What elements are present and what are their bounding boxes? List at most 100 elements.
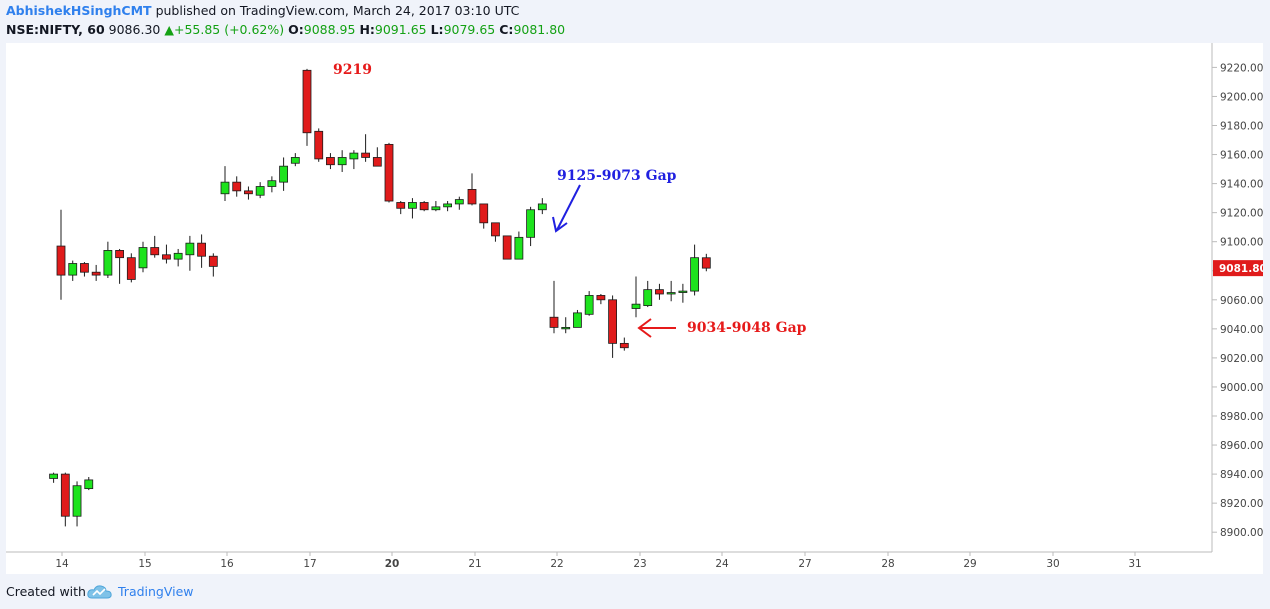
candle[interactable] (150, 235, 160, 258)
candle[interactable] (162, 244, 171, 264)
candle-body (138, 247, 148, 269)
chart-area[interactable]: 9219 9125-9073 Gap 9034-9048 Gap 8900.00 89… (6, 43, 1263, 574)
candle[interactable] (596, 293, 606, 305)
candle[interactable] (666, 280, 676, 302)
candle[interactable] (91, 264, 101, 281)
candle[interactable] (690, 244, 699, 296)
candle-body (643, 289, 653, 307)
candle-body (561, 326, 571, 330)
change-up-icon: ▲ (164, 22, 174, 37)
candle[interactable] (419, 201, 429, 212)
candle[interactable] (549, 280, 559, 334)
time-tick-label: 15 (138, 558, 151, 570)
candle-body (596, 295, 606, 301)
candle[interactable] (80, 262, 89, 277)
candle[interactable] (431, 201, 441, 212)
candle[interactable] (115, 248, 124, 284)
candle[interactable] (84, 477, 94, 491)
candle-body (619, 342, 629, 349)
candle[interactable] (290, 153, 300, 167)
candle[interactable] (185, 235, 195, 271)
candle[interactable] (384, 142, 394, 203)
candle[interactable] (537, 198, 547, 215)
tradingview-cloud-icon[interactable] (87, 584, 113, 600)
candle-body (537, 203, 547, 211)
candle[interactable] (72, 481, 82, 527)
candle[interactable] (643, 280, 653, 308)
candle[interactable] (491, 222, 500, 242)
blue-arrow-icon[interactable] (556, 184, 581, 231)
candle-body (162, 254, 171, 260)
candle-body (361, 152, 371, 158)
candle-body (208, 255, 218, 267)
candle[interactable] (372, 147, 382, 167)
candle[interactable] (197, 234, 207, 268)
candle[interactable] (502, 235, 512, 260)
candle-body (314, 130, 324, 160)
candle[interactable] (514, 231, 524, 260)
candle-body (396, 202, 406, 209)
last-price-tag (1213, 260, 1263, 277)
candle[interactable] (396, 201, 406, 215)
time-tick-label: 23 (633, 558, 646, 570)
candle[interactable] (60, 472, 70, 527)
annotation-high-label[interactable]: 9219 (333, 62, 372, 78)
price-tick-label: 8980.00 (1220, 411, 1263, 423)
candle[interactable] (126, 253, 136, 283)
candle[interactable] (561, 317, 571, 334)
candle[interactable] (573, 309, 582, 328)
annotation-lower-gap-label[interactable]: 9034-9048 Gap (687, 320, 807, 336)
time-tick-label: 29 (963, 558, 976, 570)
candle-body (443, 203, 453, 208)
candle[interactable] (173, 248, 183, 267)
candle[interactable] (584, 291, 594, 316)
created-with-text: Created with (6, 584, 86, 599)
candle[interactable] (454, 196, 464, 210)
candle[interactable] (479, 203, 489, 229)
candle[interactable] (138, 241, 148, 273)
candle[interactable] (255, 182, 265, 199)
candle[interactable] (678, 283, 688, 303)
candle[interactable] (326, 153, 335, 170)
annotation-upper-gap-label[interactable]: 9125-9073 Gap (557, 168, 677, 184)
candle[interactable] (314, 128, 324, 162)
candle[interactable] (361, 134, 371, 162)
author-link[interactable]: AbhishekHSinghCMT (6, 3, 152, 18)
candle-body (103, 250, 113, 276)
candle[interactable] (608, 295, 617, 358)
candle[interactable] (56, 209, 66, 300)
candle[interactable] (655, 283, 664, 300)
candle[interactable] (208, 253, 218, 277)
candle-body (631, 303, 641, 309)
candle[interactable] (349, 150, 359, 170)
candle[interactable] (49, 472, 58, 483)
candle[interactable] (103, 241, 113, 279)
time-tick-label: 24 (715, 558, 729, 570)
candle[interactable] (302, 68, 312, 146)
candle[interactable] (279, 157, 289, 191)
candle[interactable] (267, 176, 277, 193)
price-tick-label: 9000.00 (1220, 382, 1263, 394)
candle-body (150, 247, 160, 256)
candle[interactable] (408, 198, 417, 219)
candle-body (115, 250, 124, 259)
candle[interactable] (220, 166, 230, 202)
candle[interactable] (701, 253, 711, 272)
tradingview-link[interactable]: TradingView (118, 584, 194, 599)
candle-body (608, 299, 617, 344)
candle[interactable] (232, 176, 242, 197)
candle[interactable] (526, 206, 535, 247)
candle[interactable] (337, 150, 347, 172)
candle-body (49, 473, 58, 479)
time-tick-label: 28 (881, 558, 894, 570)
price-change: +55.85 (+0.62%) (173, 22, 285, 37)
candle[interactable] (619, 337, 629, 351)
candle[interactable] (443, 201, 453, 212)
candle[interactable] (244, 186, 253, 200)
candle[interactable] (467, 173, 477, 206)
candle-body (290, 157, 300, 164)
candle-body (690, 257, 699, 292)
candle[interactable] (631, 276, 641, 318)
candle[interactable] (68, 260, 78, 281)
